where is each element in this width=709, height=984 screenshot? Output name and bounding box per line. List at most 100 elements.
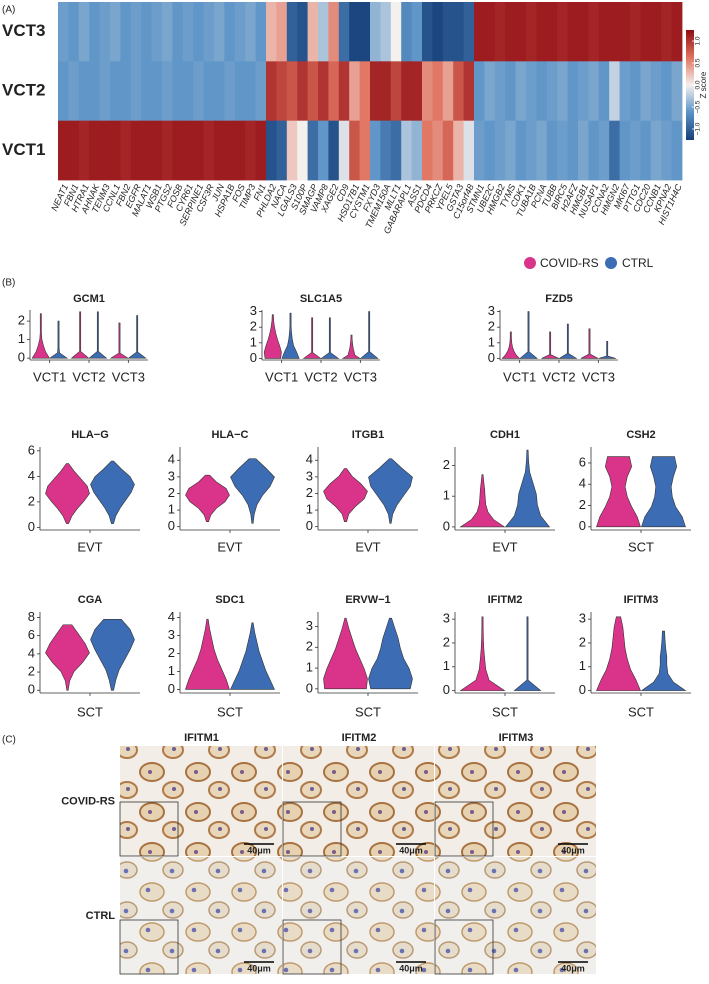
- legend-label: COVID-RS: [540, 256, 599, 270]
- heat-cell: [255, 2, 267, 62]
- heat-cell: [172, 61, 184, 122]
- heat-cell: [390, 120, 402, 181]
- y-tick-label: 2: [18, 313, 25, 328]
- x-tick-label: VCT2: [72, 369, 105, 384]
- heat-cell: [578, 61, 589, 122]
- heat-cell: [453, 2, 464, 62]
- heat-cell: [328, 2, 340, 62]
- heat-cell: [578, 2, 589, 62]
- heat-cell: [390, 2, 402, 62]
- y-tick-label: 3: [443, 611, 450, 626]
- x-tick-label: SCT: [628, 704, 654, 719]
- y-tick-label: 0: [488, 350, 495, 365]
- heat-cell: [307, 120, 319, 181]
- column-title: IFITM1: [184, 732, 219, 744]
- y-tick-label: 2: [579, 634, 586, 649]
- row-label: VCT2: [2, 80, 45, 99]
- y-tick-label: 0: [443, 518, 450, 533]
- x-tick-label: EVT: [492, 539, 517, 554]
- violin: [109, 322, 130, 359]
- heat-cell: [141, 2, 152, 62]
- heat-cell: [297, 2, 308, 62]
- heat-cell: [484, 2, 496, 62]
- y-tick-label: 1: [168, 663, 175, 678]
- heat-cell: [609, 2, 620, 62]
- heat-cell: [401, 61, 412, 122]
- heat-cell: [432, 61, 444, 122]
- heat-cell: [557, 2, 568, 62]
- heat-cell: [214, 2, 225, 62]
- heat-cell: [474, 120, 485, 181]
- colorbar-tick-label: 0.0: [695, 80, 702, 89]
- heat-cell: [99, 120, 111, 181]
- scale-bar-label: 40μm: [247, 845, 271, 855]
- x-tick-label: VCT3: [344, 369, 377, 384]
- heat-cell: [432, 2, 444, 62]
- heat-cell: [588, 2, 600, 62]
- violin: [341, 334, 362, 359]
- y-tick-label: 0: [168, 681, 175, 696]
- y-tick-label: 0: [250, 350, 257, 365]
- heat-cell: [380, 2, 392, 62]
- heat-cell: [214, 61, 225, 122]
- y-tick-label: 2: [579, 497, 586, 512]
- plot-title: HLA−G: [71, 429, 109, 441]
- heat-cell: [110, 61, 121, 122]
- heat-cell: [494, 61, 506, 122]
- x-tick-label: SCT: [217, 704, 243, 719]
- heat-cell: [78, 2, 90, 62]
- heat-cell: [172, 2, 184, 62]
- y-tick-label: 3: [488, 303, 495, 318]
- heat-cell: [89, 61, 100, 122]
- y-tick-label: 4: [28, 468, 35, 483]
- x-tick-label: VCT3: [112, 369, 145, 384]
- heat-cell: [58, 120, 69, 181]
- violin: [230, 622, 275, 690]
- inset: [434, 801, 494, 857]
- plot-title: CDH1: [490, 429, 520, 441]
- heat-cell: [214, 120, 225, 181]
- heat-cell: [401, 2, 412, 62]
- violin: [596, 456, 641, 528]
- scale-bar-label: 40μm: [561, 963, 585, 973]
- scale-bar-label: 40μm: [247, 963, 271, 973]
- heat-cell: [58, 2, 69, 62]
- heat-cell: [619, 2, 631, 62]
- heat-cell: [120, 120, 132, 181]
- heat-cell: [567, 61, 579, 122]
- violin: [45, 463, 90, 524]
- heat-cell: [526, 61, 537, 122]
- heat-cell: [463, 2, 475, 62]
- violin: [598, 340, 616, 359]
- y-tick-label: 3: [250, 303, 257, 318]
- y-tick-label: 1: [306, 502, 313, 517]
- colorbar-tick-label: 1.0: [695, 36, 702, 45]
- heat-cell: [234, 2, 246, 62]
- heat-cell: [276, 61, 288, 122]
- heat-cell: [453, 120, 464, 181]
- violin: [90, 460, 135, 524]
- heat-cell: [526, 2, 537, 62]
- inset: [434, 919, 494, 975]
- heat-cell: [99, 2, 111, 62]
- heat-cell: [505, 120, 516, 181]
- heat-cell: [515, 61, 527, 122]
- y-tick-label: 0: [28, 519, 35, 534]
- y-tick-label: 2: [488, 319, 495, 334]
- x-tick-label: SCT: [628, 539, 654, 554]
- plot-title: IFITM3: [624, 594, 659, 606]
- heat-cell: [172, 120, 184, 181]
- heat-cell: [234, 61, 246, 122]
- heat-cell: [203, 2, 215, 62]
- heat-cell: [224, 61, 236, 122]
- y-tick-label: 1: [250, 334, 257, 349]
- heat-cell: [130, 120, 142, 181]
- violin: [459, 616, 506, 691]
- violin: [519, 311, 538, 359]
- heat-cell: [442, 61, 454, 122]
- violin: [90, 618, 135, 691]
- heat-cell: [411, 120, 423, 181]
- heat-cell: [609, 61, 620, 122]
- violin: [88, 311, 108, 359]
- row-title: CTRL: [86, 910, 116, 922]
